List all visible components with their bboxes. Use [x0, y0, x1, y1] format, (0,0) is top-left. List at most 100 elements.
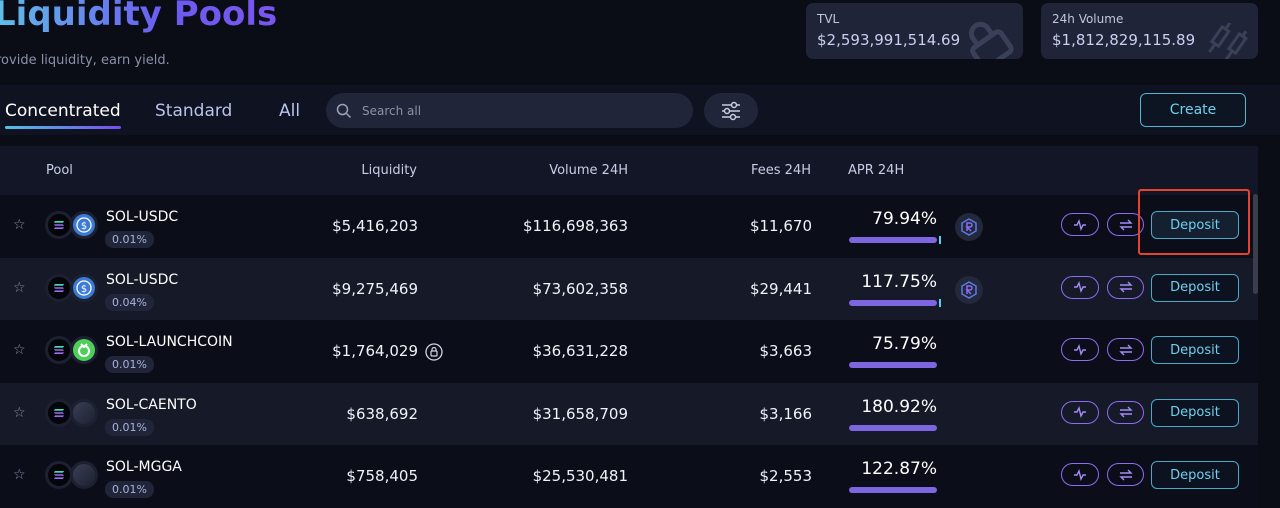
deposit-button[interactable]: Deposit [1151, 398, 1239, 427]
table-row[interactable]: ☆ SOL-CAENTO 0.01% $638,692 $31,658,709 … [0, 382, 1258, 446]
volume-value: $116,698,363 [523, 217, 628, 235]
fees-value: $3,663 [759, 342, 813, 361]
apr-bar [849, 487, 937, 494]
apr-bar [849, 236, 941, 244]
star-icon[interactable]: ☆ [13, 217, 26, 233]
tab-standard[interactable]: Standard [155, 101, 233, 121]
volume-label: 24h Volume [1052, 12, 1124, 26]
swap-button[interactable] [1107, 463, 1144, 487]
apr-value: 79.94% [872, 209, 937, 229]
apr-bar [849, 424, 937, 431]
tvl-card: TVL $2,593,991,514.69 [806, 3, 1023, 59]
deposit-button[interactable]: Deposit [1151, 461, 1239, 490]
apr-value: 75.79% [872, 334, 937, 355]
usdc-token-icon: $ [73, 276, 95, 299]
star-icon[interactable]: ☆ [13, 279, 26, 296]
tvl-label: TVL [817, 12, 840, 26]
pool-name[interactable]: SOL-MGGA [106, 459, 182, 476]
table-row[interactable]: ☆ $ SOL-USDC 0.01% $5,416,203 $116,698,3… [0, 195, 1258, 258]
swap-icon [1118, 281, 1133, 293]
sol-token-icon [54, 283, 64, 292]
deposit-button[interactable]: Deposit [1151, 336, 1239, 365]
chart-button[interactable] [1061, 338, 1099, 362]
col-liquidity[interactable]: Liquidity [361, 163, 417, 178]
page-subtitle: rovide liquidity, earn yield. [0, 53, 170, 68]
create-button[interactable]: Create [1140, 93, 1246, 127]
sol-token-icon [54, 408, 64, 417]
swap-button[interactable] [1107, 213, 1144, 236]
tvl-value: $2,593,991,514.69 [817, 31, 961, 49]
apr-bar [849, 362, 937, 369]
filter-button[interactable] [704, 93, 758, 128]
swap-icon [1118, 406, 1133, 418]
chart-button[interactable] [1061, 213, 1099, 236]
token-b-icon [70, 398, 98, 427]
tab-concentrated[interactable]: Concentrated [5, 101, 121, 129]
col-apr[interactable]: APR 24H [848, 163, 905, 178]
star-icon[interactable]: ☆ [13, 467, 26, 484]
activity-icon [1074, 281, 1086, 294]
page-title: Liquidity Pools [0, 0, 277, 34]
swap-button[interactable] [1107, 275, 1144, 299]
fees-value: $2,553 [759, 467, 813, 486]
col-volume[interactable]: Volume 24H [549, 163, 628, 178]
table-header: Pool Liquidity Volume 24H Fees 24H APR 2… [0, 146, 1258, 195]
volume-value: $36,631,228 [532, 342, 628, 361]
toolbar: Concentrated Standard All Create [0, 85, 1280, 135]
chart-button[interactable] [1061, 275, 1099, 299]
usdc-token-icon: $ [73, 214, 95, 236]
pool-name[interactable]: SOL-CAENTO [106, 396, 197, 413]
sol-token-icon [54, 221, 64, 229]
lock-icon [968, 21, 1014, 59]
apr-value: 122.87% [861, 459, 937, 480]
search-input[interactable] [362, 103, 512, 118]
swap-icon [1118, 469, 1133, 481]
raydium-icon [955, 213, 983, 241]
fees-value: $29,441 [749, 279, 812, 298]
fees-value: $3,166 [759, 404, 813, 423]
swap-button[interactable] [1107, 400, 1144, 424]
deposit-button[interactable]: Deposit [1151, 211, 1239, 239]
token-a-icon [45, 336, 73, 365]
scrollbar[interactable] [1253, 194, 1258, 294]
volume-value: $31,658,709 [532, 404, 628, 423]
raydium-icon [955, 275, 983, 304]
star-icon[interactable]: ☆ [13, 342, 26, 359]
swap-button[interactable] [1107, 338, 1144, 362]
pool-name[interactable]: SOL-USDC [106, 209, 179, 225]
token-b-icon [70, 461, 98, 490]
table-row[interactable]: ☆ SOL-LAUNCHCOIN 0.01% $1,764,029 $36,63… [0, 320, 1258, 383]
token-a-icon [45, 273, 73, 302]
swap-icon [1118, 219, 1133, 230]
chart-button[interactable] [1061, 400, 1099, 424]
liquidity-value: $9,275,469 [332, 279, 418, 298]
pool-name[interactable]: SOL-USDC [106, 271, 179, 288]
deposit-button[interactable]: Deposit [1151, 273, 1239, 302]
apr-bar [849, 298, 941, 307]
fee-badge: 0.01% [105, 481, 154, 499]
svg-text:$: $ [81, 284, 87, 295]
token-a-icon [45, 398, 73, 427]
star-icon[interactable]: ☆ [13, 404, 26, 421]
sliders-icon [722, 101, 740, 120]
chart-button[interactable] [1061, 463, 1099, 487]
svg-text:$: $ [81, 221, 87, 232]
launchcoin-token-icon [73, 339, 95, 362]
swap-icon [1118, 344, 1133, 356]
activity-icon [1074, 468, 1086, 481]
fee-badge: 0.04% [105, 293, 154, 311]
tab-all[interactable]: All [279, 101, 301, 121]
fee-badge: 0.01% [105, 356, 154, 374]
activity-icon [1074, 218, 1086, 231]
volume-card: 24h Volume $1,812,829,115.89 [1041, 3, 1258, 59]
pool-name[interactable]: SOL-LAUNCHCOIN [106, 334, 233, 351]
search-box[interactable] [326, 93, 693, 128]
token-b-icon [70, 336, 98, 365]
col-fees[interactable]: Fees 24H [751, 163, 811, 178]
apr-value: 117.75% [861, 271, 937, 292]
volume-value: $73,602,358 [532, 279, 628, 298]
liquidity-value: $758,405 [346, 467, 418, 486]
table-row[interactable]: ☆ $ SOL-USDC 0.04% $9,275,469 $73,602,35… [0, 257, 1258, 321]
col-pool[interactable]: Pool [46, 163, 73, 178]
activity-icon [1074, 406, 1086, 419]
